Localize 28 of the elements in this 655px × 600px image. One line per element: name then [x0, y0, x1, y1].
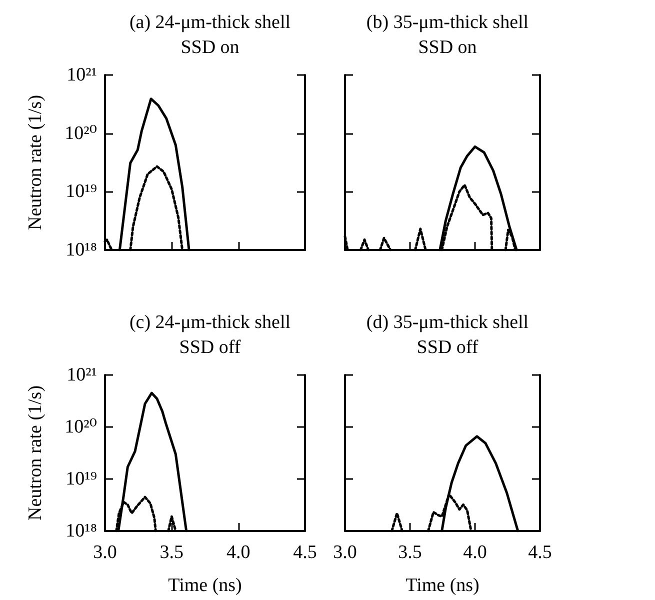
x-tick-label: 4.5 — [293, 542, 317, 563]
chart-title: (a) 24-μm-thick shell — [129, 12, 291, 33]
x-axis-title: Time (ns) — [168, 575, 242, 596]
y-tick-label: 10²⁰ — [64, 122, 98, 144]
y-axis-title: Neutron rate (1/s) — [25, 94, 46, 230]
chart-title: (c) 24-μm-thick shell — [129, 312, 291, 333]
y-tick-label: 10¹⁹ — [66, 468, 98, 490]
x-tick-label: 3.0 — [333, 542, 357, 563]
y-tick-label: 10¹⁹ — [66, 181, 98, 202]
chart-subtitle: SSD off — [179, 337, 242, 358]
x-tick-label: 4.5 — [528, 542, 552, 563]
chart-subtitle: SSD on — [180, 37, 240, 58]
y-tick-label: 10²⁰ — [64, 416, 98, 438]
x-tick-label: 4.0 — [463, 542, 487, 563]
y-tick-label: 10²¹ — [66, 64, 98, 86]
x-tick-label: 3.0 — [93, 542, 117, 563]
chart-subtitle: SSD on — [418, 37, 478, 58]
y-tick-label: 10¹⁸ — [66, 520, 97, 542]
x-tick-label: 3.5 — [398, 542, 422, 563]
y-axis-title: Neutron rate (1/s) — [25, 385, 46, 521]
chart-title: (b) 35-μm-thick shell — [366, 12, 529, 33]
x-tick-label: 4.0 — [226, 542, 250, 563]
x-axis-title: Time (ns) — [406, 575, 480, 596]
y-tick-label: 10²¹ — [66, 364, 98, 386]
y-tick-label: 10¹⁸ — [66, 240, 97, 260]
chart-subtitle: SSD off — [416, 337, 479, 358]
x-tick-label: 3.5 — [160, 542, 184, 563]
chart-title: (d) 35-μm-thick shell — [366, 312, 529, 333]
